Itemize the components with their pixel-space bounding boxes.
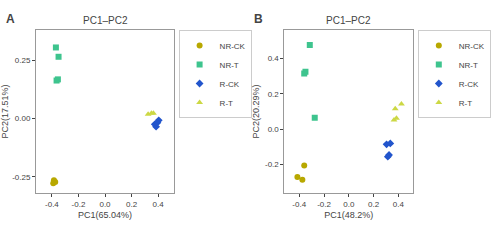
- svg-text:R-CK: R-CK: [459, 80, 479, 89]
- svg-text:0.2: 0.2: [268, 90, 280, 99]
- svg-text:PC1–PC2: PC1–PC2: [326, 15, 371, 26]
- svg-text:0.25: 0.25: [15, 56, 31, 65]
- svg-text:NR-CK: NR-CK: [459, 42, 485, 51]
- svg-text:0.4: 0.4: [393, 200, 405, 209]
- svg-text:-0.2: -0.2: [265, 160, 279, 169]
- svg-text:0.0: 0.0: [99, 200, 111, 209]
- svg-text:A: A: [6, 12, 15, 26]
- svg-text:-0.2: -0.2: [317, 200, 331, 209]
- svg-text:0.00: 0.00: [15, 114, 31, 123]
- svg-text:R-CK: R-CK: [220, 80, 240, 89]
- svg-text:0.4: 0.4: [268, 54, 280, 63]
- svg-text:R-T: R-T: [459, 99, 472, 108]
- svg-text:PC1(48.2%): PC1(48.2%): [324, 210, 373, 220]
- svg-text:0.0: 0.0: [268, 125, 280, 134]
- svg-text:PC1(65.04%): PC1(65.04%): [78, 210, 132, 220]
- svg-text:-0.2: -0.2: [72, 200, 86, 209]
- svg-text:0.2: 0.2: [126, 200, 138, 209]
- svg-text:PC2(20.29%): PC2(20.29%): [251, 84, 261, 138]
- svg-text:NR-T: NR-T: [459, 61, 478, 70]
- svg-text:B: B: [254, 12, 263, 26]
- svg-text:NR-T: NR-T: [220, 61, 239, 70]
- svg-text:-0.4: -0.4: [45, 200, 59, 209]
- svg-text:PC2(17.51%): PC2(17.51%): [0, 84, 10, 138]
- svg-text:-0.25: -0.25: [12, 173, 31, 182]
- svg-text:0.4: 0.4: [153, 200, 165, 209]
- svg-text:0.0: 0.0: [343, 200, 355, 209]
- svg-text:-0.4: -0.4: [292, 200, 306, 209]
- svg-text:NR-CK: NR-CK: [220, 42, 246, 51]
- svg-text:R-T: R-T: [220, 99, 233, 108]
- svg-text:PC1–PC2: PC1–PC2: [83, 15, 128, 26]
- svg-text:0.2: 0.2: [368, 200, 380, 209]
